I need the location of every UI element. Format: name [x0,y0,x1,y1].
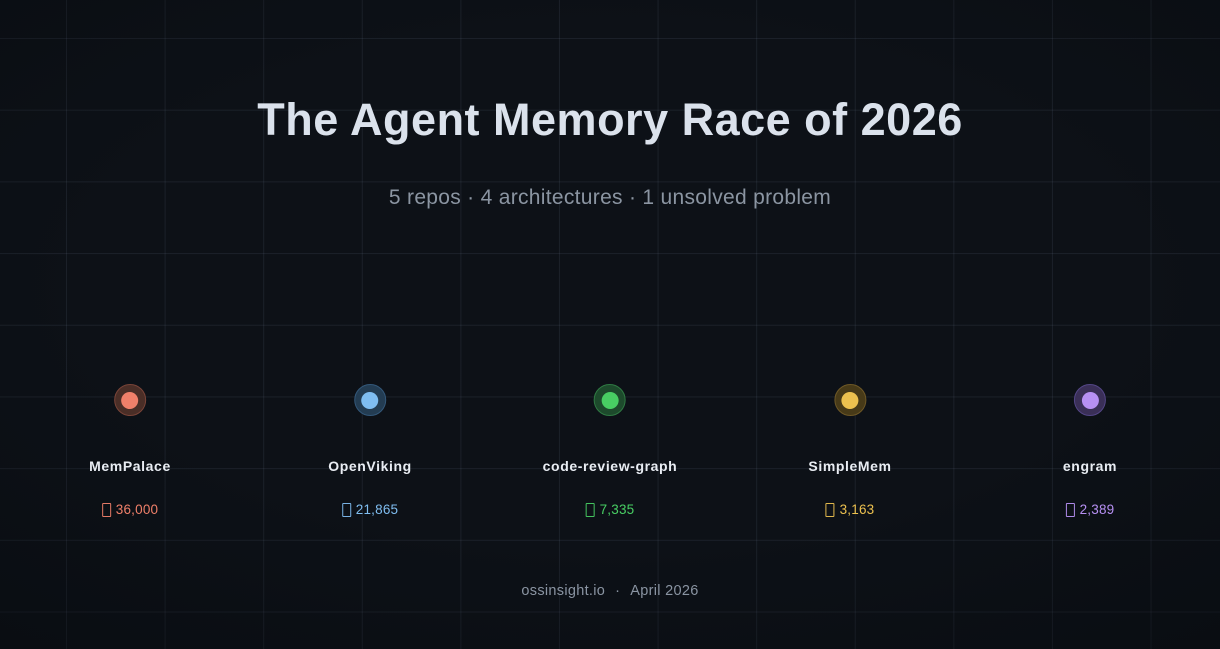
repo-dot[interactable] [833,384,866,416]
footer: ossinsight.io · April 2026 [0,583,1220,599]
page-title: The Agent Memory Race of 2026 [257,94,963,145]
repo-dot-core [121,391,139,409]
repo-dot-core [601,391,619,409]
repo-dot-core [841,391,859,409]
star-icon [585,502,595,517]
repo-node-simplemem: SimpleMem 3,163 [808,384,891,517]
repo-node-engram: engram 2,389 [1063,384,1117,517]
repo-star-count: 7,335 [585,502,635,517]
repo-dot[interactable] [594,384,626,416]
star-icon [341,502,351,517]
repo-name: code-review-graph [542,458,678,474]
repo-node-mempalace: MemPalace 36,000 [89,384,171,517]
star-count-value: 7,335 [599,502,635,517]
repo-dot-core [1081,391,1099,409]
repo-node-openviking: OpenViking 21,865 [328,384,412,517]
repo-star-count: 2,389 [1065,502,1115,517]
repo-dot[interactable] [353,384,386,416]
repo-dot[interactable] [113,384,146,416]
repo-star-count: 3,163 [825,502,875,517]
star-count-value: 36,000 [115,502,159,517]
star-count-value: 21,865 [355,502,399,517]
star-icon [825,502,835,517]
repo-star-count: 21,865 [341,502,399,517]
repo-name: SimpleMem [808,458,892,474]
repo-dot[interactable] [1074,384,1106,416]
star-count-value: 3,163 [839,502,875,517]
repo-name: OpenViking [328,458,412,474]
footer-date: April 2026 [630,583,699,599]
repo-name: MemPalace [89,458,171,474]
star-icon [1065,502,1075,517]
repo-node-code-review-graph: code-review-graph 7,335 [543,384,678,517]
repo-name: engram [1062,458,1118,474]
repo-dot-core [361,391,379,409]
page-subtitle: 5 repos · 4 architectures · 1 unsolved p… [388,186,832,209]
star-count-value: 2,389 [1079,502,1115,517]
star-icon [101,502,111,517]
repo-star-count: 36,000 [101,502,159,517]
footer-separator: · [615,583,621,599]
footer-source: ossinsight.io [521,583,606,599]
